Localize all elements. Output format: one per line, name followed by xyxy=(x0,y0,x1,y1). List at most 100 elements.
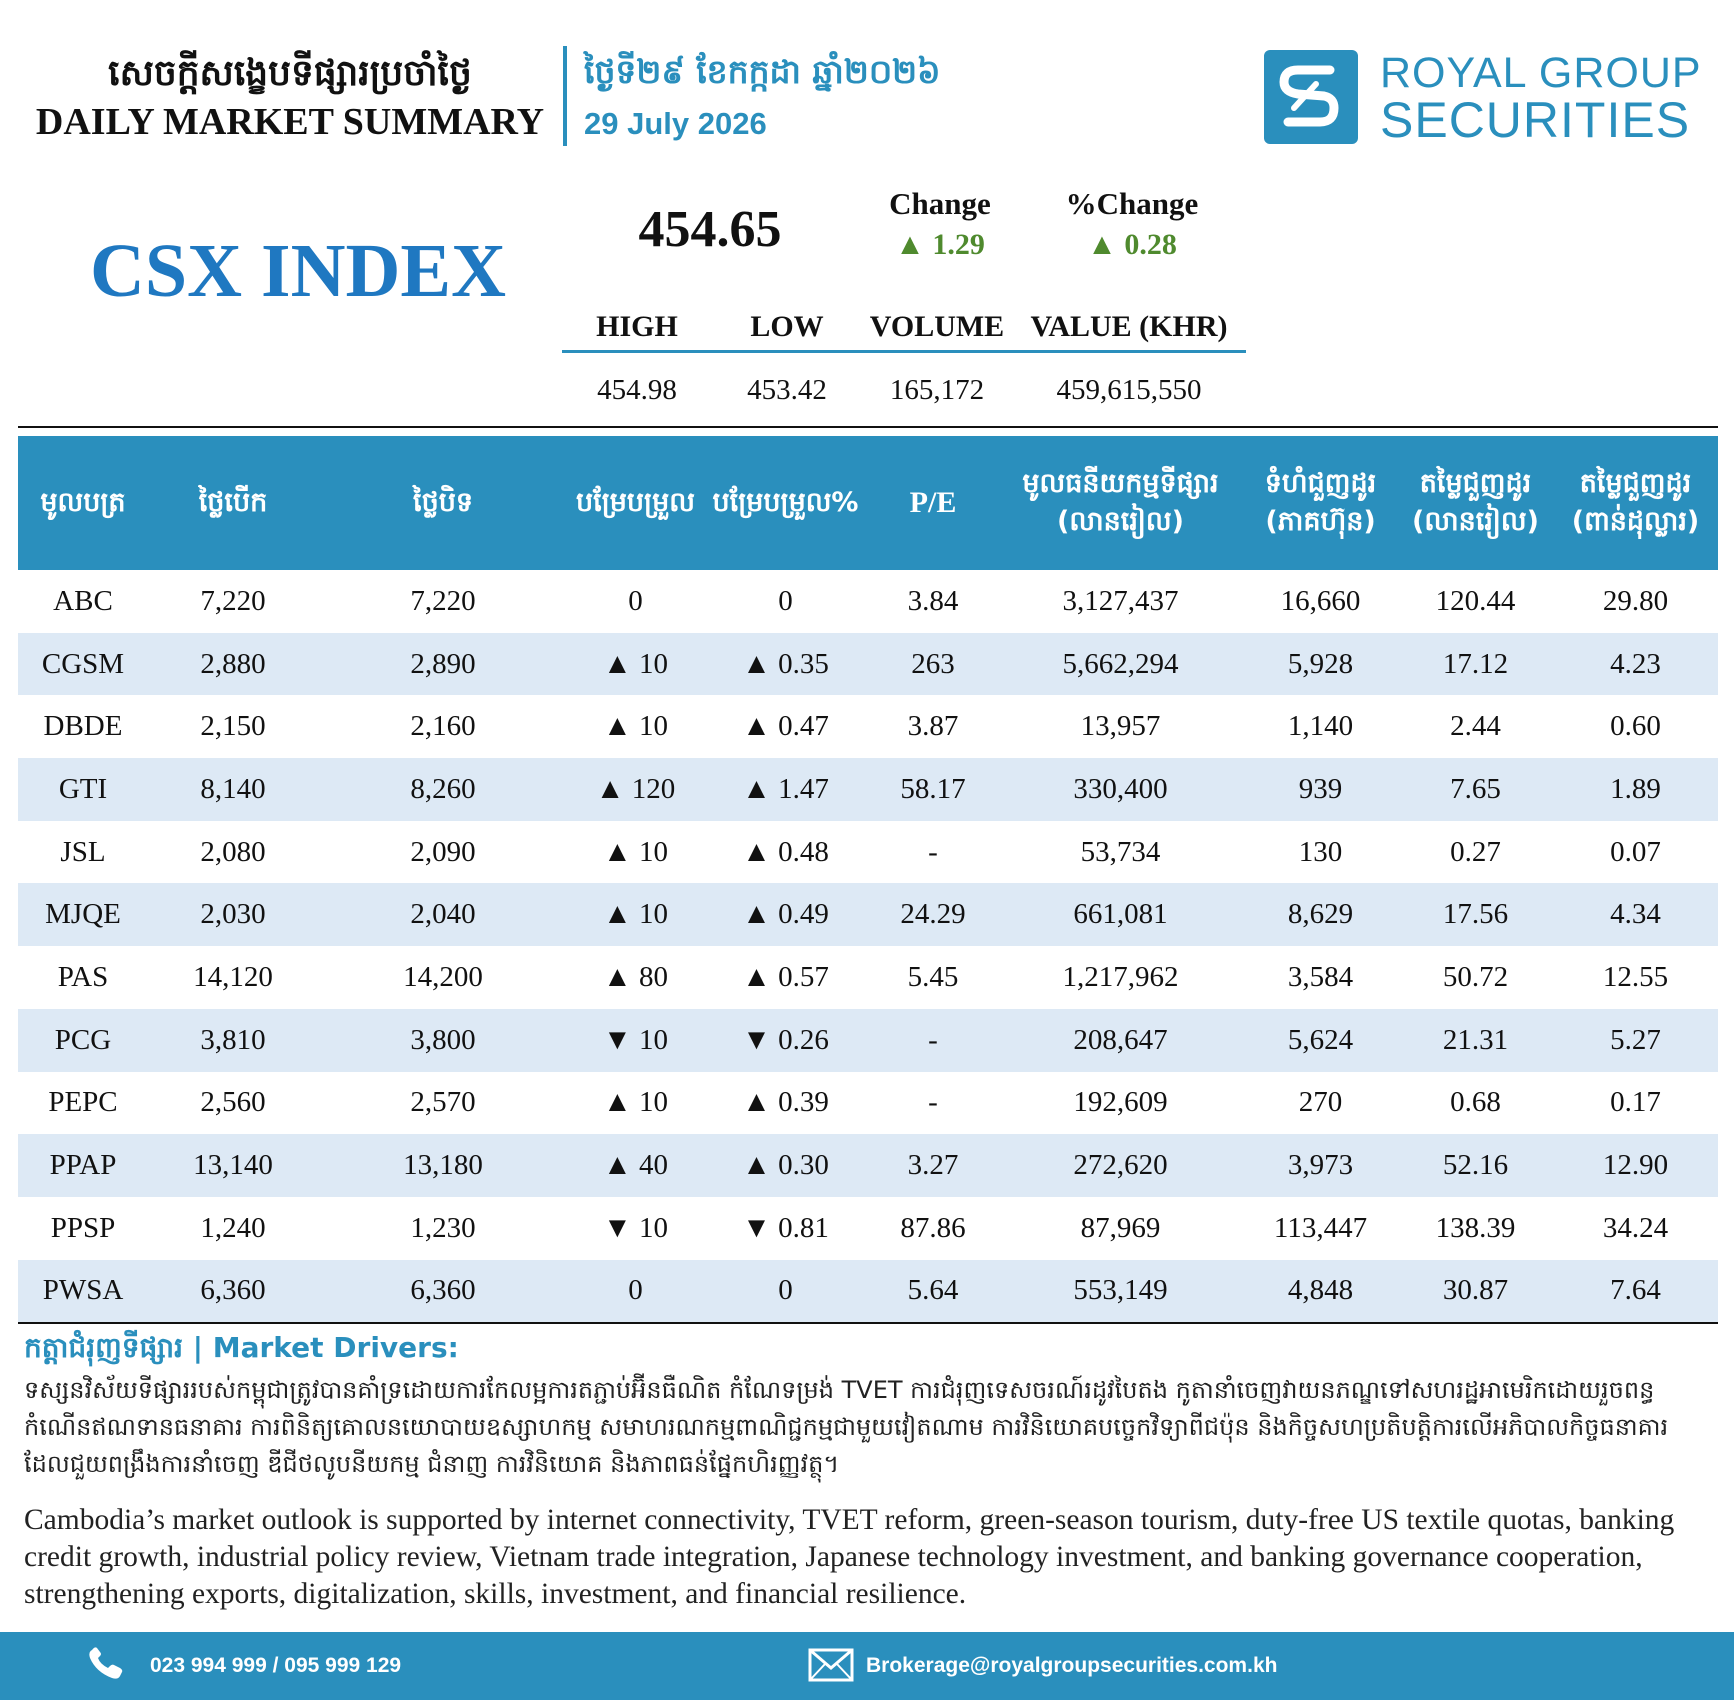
cell-symbol: DBDE xyxy=(43,710,123,743)
stat-volume: 165,172 xyxy=(889,374,985,406)
cell-volume: 8,629 xyxy=(1243,883,1398,947)
cell-symbol: PPSP xyxy=(50,1211,116,1244)
cell-symbol: PAS xyxy=(57,960,109,993)
table-row: PPSP 1,240 1,230 ▼ 10 ▼ 0.81 87.86 87,969 113,4… xyxy=(18,1197,1718,1260)
section-rule xyxy=(18,426,1718,428)
cell-pe: - xyxy=(928,1086,938,1119)
col-volume: ទំហំជួញដូរ (ភាគហ៊ុន) xyxy=(1243,436,1398,570)
cell-change: 0 xyxy=(628,584,643,617)
cell-market-cap: 5,662,294 xyxy=(998,632,1243,696)
cell-pct-change: ▲ 0.35 xyxy=(703,632,868,696)
index-value: 454.65 xyxy=(638,201,782,258)
cell-volume: 4,848 xyxy=(1243,1259,1398,1325)
table-header-row: មូលបត្រ ថ្លៃបើក ថ្លៃបិទ បម្រែបម្រួល បម្រ… xyxy=(18,436,1718,570)
cell-volume: 3,584 xyxy=(1287,960,1354,993)
table-row: DBDE 2,150 2,160 ▲ 10 ▲ 0.47 3.87 13,957 1,140 2… xyxy=(18,695,1718,758)
table-row: MJQE 2,030 2,040 ▲ 10 ▲ 0.49 24.29 661,081 8,62… xyxy=(18,883,1718,947)
cell-open: 14,120 xyxy=(193,960,273,993)
cell-value-usd: 12.90 xyxy=(1553,1134,1718,1197)
col-change: បម្រែបម្រួល xyxy=(568,436,703,570)
footer-bar: 023 994 999 / 095 999 129 Brokerage@roya… xyxy=(0,1632,1734,1700)
cell-pct-change: ▲ 1.47 xyxy=(703,758,868,821)
pct-change-label: %Change xyxy=(1065,186,1199,221)
cell-open: 2,880 xyxy=(148,632,318,696)
logo-text-line2: SECURITIES xyxy=(1380,92,1691,148)
cell-close: 7,220 xyxy=(410,584,476,617)
cell-change: ▲ 10 xyxy=(568,883,703,947)
cell-volume: 5,624 xyxy=(1243,1008,1398,1072)
cell-symbol: PEPC xyxy=(48,1086,118,1119)
cell-open: 3,810 xyxy=(148,1008,318,1072)
cell-volume: 5,928 xyxy=(1243,632,1398,696)
cell-pct-change: 0 xyxy=(703,1259,868,1325)
col-pe: P/E xyxy=(868,436,998,570)
stat-label-low: LOW xyxy=(750,310,824,343)
cell-pct-change: ▲ 0.30 xyxy=(703,1134,868,1197)
cell-pct-change: 0 xyxy=(778,584,793,617)
cell-open: 2,080 xyxy=(200,835,266,868)
cell-symbol: PCG xyxy=(18,1008,148,1072)
cell-market-cap: 553,149 xyxy=(998,1259,1243,1325)
report-date-kh: ថ្ងៃទី២៩ ខែកក្កដា ឆ្នាំ២០២៦ xyxy=(584,52,941,91)
market-table: មូលបត្រ ថ្លៃបើក ថ្លៃបិទ បម្រែបម្រួល បម្រ… xyxy=(18,436,1718,1325)
cell-market-cap: 661,081 xyxy=(998,883,1243,947)
cell-value-khr: 21.31 xyxy=(1398,1008,1553,1072)
cell-pe: 3.27 xyxy=(868,1134,998,1197)
cell-change: ▲ 120 xyxy=(568,758,703,821)
stat-low: 453.42 xyxy=(747,374,827,406)
cell-value-khr: 0.27 xyxy=(1450,835,1501,868)
cell-pe: 3.87 xyxy=(907,710,959,743)
cell-close: 13,180 xyxy=(318,1134,568,1197)
cell-market-cap: 192,609 xyxy=(1073,1086,1168,1119)
cell-symbol: ABC xyxy=(53,584,113,617)
cell-volume: 3,973 xyxy=(1243,1134,1398,1197)
cell-change: ▼ 10 xyxy=(603,1211,668,1244)
cell-value-khr: 50.72 xyxy=(1442,960,1509,993)
col-close: ថ្លៃបិទ xyxy=(318,436,568,570)
cell-value-khr: 120.44 xyxy=(1435,584,1516,617)
col-value-usd: តម្លៃជួញដូរ (ពាន់ដុល្លារ) xyxy=(1553,436,1718,570)
logo-mark-icon xyxy=(1264,50,1358,144)
cell-pe: 5.45 xyxy=(907,960,959,993)
cell-change: ▲ 80 xyxy=(603,960,668,993)
cell-pe: - xyxy=(868,1008,998,1072)
header-divider xyxy=(563,46,567,146)
drivers-title: កត្តាជំរុញទីផ្សារ | Market Drivers: xyxy=(24,1331,459,1364)
cell-pct-change: ▼ 0.26 xyxy=(703,1008,868,1072)
footer-email[interactable]: Brokerage@royalgroupsecurities.com.kh xyxy=(866,1654,1278,1677)
cell-symbol: CGSM xyxy=(18,632,148,696)
cell-volume: 1,140 xyxy=(1287,710,1354,743)
table-row: CGSM 2,880 2,890 ▲ 10 ▲ 0.35 263 5,662,294 5,92… xyxy=(18,632,1718,696)
cell-volume: 113,447 xyxy=(1273,1211,1368,1244)
table-row: PWSA 6,360 6,360 0 0 5.64 553,149 4,848 30.87 7.6… xyxy=(18,1259,1718,1325)
cell-value-khr: 17.56 xyxy=(1398,883,1553,947)
cell-open: 1,240 xyxy=(200,1211,266,1244)
cell-open: 2,030 xyxy=(148,883,318,947)
stat-label-value: VALUE (KHR) xyxy=(1030,310,1228,343)
cell-change: ▼ 10 xyxy=(568,1008,703,1072)
cell-value-khr: 52.16 xyxy=(1398,1134,1553,1197)
phone-icon xyxy=(86,1646,126,1686)
cell-market-cap: 208,647 xyxy=(998,1008,1243,1072)
table-row: PCG 3,810 3,800 ▼ 10 ▼ 0.26-208,647 5,624 21.3… xyxy=(18,1008,1718,1072)
cell-close: 1,230 xyxy=(410,1211,476,1244)
cell-value-usd: 12.55 xyxy=(1602,960,1669,993)
cell-volume: 130 xyxy=(1298,835,1343,868)
cell-pct-change: ▲ 0.49 xyxy=(703,883,868,947)
cell-open: 2,150 xyxy=(200,710,266,743)
cell-close: 2,890 xyxy=(318,632,568,696)
logo-text-line1: ROYAL GROUP xyxy=(1380,49,1702,97)
table-row: GTI 8,140 8,260 ▲ 120 ▲ 1.47 58.17 330,400 939 7… xyxy=(18,758,1718,821)
cell-change: ▲ 40 xyxy=(568,1134,703,1197)
cell-value-khr: 17.12 xyxy=(1398,632,1553,696)
stat-label-high: HIGH xyxy=(596,310,678,343)
cell-pe: 3.84 xyxy=(907,584,959,617)
col-value-khr: តម្លៃជួញដូរ (លានរៀល) xyxy=(1398,436,1553,570)
col-symbol: មូលបត្រ xyxy=(18,436,148,570)
cell-pct-change: ▲ 0.57 xyxy=(742,960,829,993)
cell-value-usd: 0.07 xyxy=(1610,835,1661,868)
cell-change: ▲ 10 xyxy=(568,632,703,696)
cell-change: ▲ 10 xyxy=(603,1086,668,1119)
cell-close: 3,800 xyxy=(318,1008,568,1072)
stats-underline xyxy=(562,350,1246,353)
